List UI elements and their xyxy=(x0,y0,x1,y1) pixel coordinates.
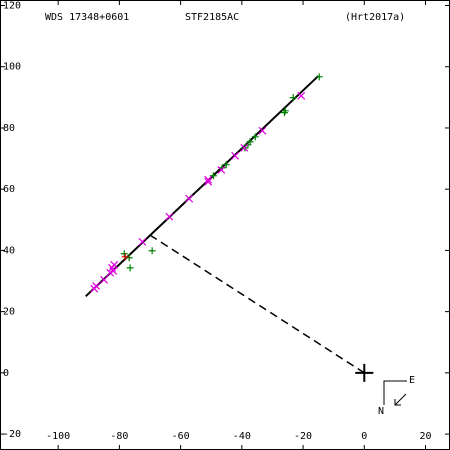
y-tick-label: -20 xyxy=(3,429,21,440)
primary-star xyxy=(355,363,374,382)
data-point xyxy=(209,172,217,180)
data-point xyxy=(125,254,133,262)
data-point xyxy=(126,264,134,272)
compass-east: E xyxy=(409,375,415,386)
compass xyxy=(383,380,407,406)
data-point xyxy=(121,253,129,261)
x-tick-label: -100 xyxy=(46,431,70,442)
data-point xyxy=(251,133,259,141)
reference: (Hrt2017a) xyxy=(345,12,405,23)
y-tick-label: 80 xyxy=(3,123,15,134)
compass-arrowhead xyxy=(394,399,401,406)
data-point xyxy=(100,275,109,284)
y-tick-label: 100 xyxy=(3,62,21,73)
data-point xyxy=(217,165,226,174)
y-tick-label: 20 xyxy=(3,307,15,318)
connector-line xyxy=(149,234,365,374)
orbit-line xyxy=(85,75,320,298)
x-tick-label: 20 xyxy=(419,431,431,442)
x-tick-label: -40 xyxy=(233,431,251,442)
data-point xyxy=(185,194,194,203)
data-point xyxy=(90,284,99,293)
chart-subtitle: STF2185AC xyxy=(185,12,239,23)
data-point xyxy=(231,151,240,160)
x-tick-label: -60 xyxy=(172,431,190,442)
data-point xyxy=(106,268,115,277)
x-tick-label: 0 xyxy=(361,431,367,442)
data-point xyxy=(120,250,128,258)
data-point xyxy=(165,212,174,221)
data-point xyxy=(138,237,147,246)
data-point xyxy=(258,126,267,135)
data-point xyxy=(240,143,249,152)
data-point xyxy=(280,109,288,117)
y-tick-label: 60 xyxy=(3,184,15,195)
data-point xyxy=(222,161,230,169)
data-point xyxy=(297,91,306,100)
x-tick-label: -20 xyxy=(294,431,312,442)
data-point xyxy=(289,94,297,102)
data-point xyxy=(204,175,213,184)
compass-axes xyxy=(383,380,407,405)
compass-arrow xyxy=(394,393,407,406)
data-point xyxy=(315,73,323,81)
compass-north: N xyxy=(378,406,384,417)
y-tick-label: 40 xyxy=(3,245,15,256)
y-tick-label: 0 xyxy=(3,368,9,379)
data-point xyxy=(204,177,213,186)
y-tick-label: 120 xyxy=(3,1,21,12)
data-point xyxy=(148,247,156,255)
x-tick-label: -80 xyxy=(110,431,128,442)
chart-title: WDS 17348+0601 xyxy=(45,12,129,23)
